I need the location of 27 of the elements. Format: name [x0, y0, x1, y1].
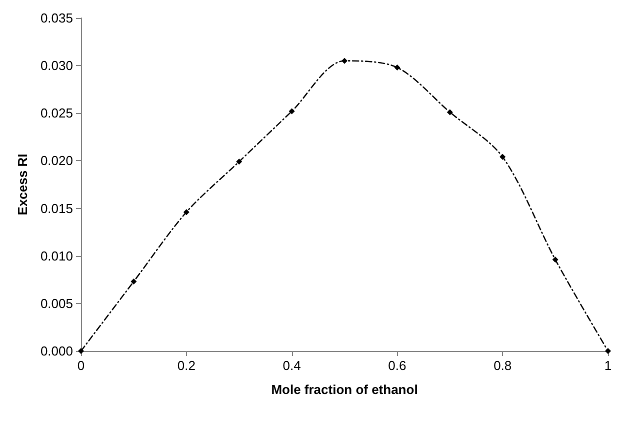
x-tick-label: 0.4 [282, 358, 301, 373]
point [78, 348, 84, 354]
y-tick-label: 0.030 [40, 58, 73, 74]
point [605, 348, 611, 354]
point [500, 154, 506, 160]
y-tick-label: 0.015 [40, 200, 73, 216]
y-tick-label: 0.010 [40, 248, 73, 264]
point [288, 108, 295, 114]
point [130, 278, 137, 285]
y-tick-label: 0.020 [40, 153, 73, 168]
x-axis-title: Mole fraction of ethanol [271, 382, 418, 397]
x-tick-label: 0.6 [388, 358, 406, 373]
x-tick-label: 0.8 [494, 358, 512, 373]
y-tick-label: 0.000 [40, 344, 73, 358]
y-tick-label: 0.035 [40, 10, 73, 26]
x-tick-label: 0 [77, 358, 85, 373]
x-tick-label: 1 [604, 358, 612, 373]
x-tick-label: 0.2 [177, 358, 196, 373]
point [342, 58, 348, 64]
y-axis-title: Excess RI [15, 154, 30, 216]
point [446, 109, 453, 116]
point [236, 158, 242, 165]
point [394, 64, 400, 70]
y-tick-label: 0.005 [40, 296, 73, 311]
y-tick-label: 0.025 [40, 106, 73, 121]
point [552, 256, 558, 263]
point [183, 209, 190, 216]
